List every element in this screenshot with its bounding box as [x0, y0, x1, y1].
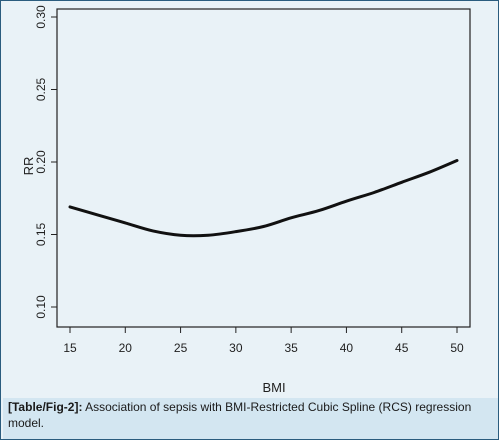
- figure-caption: [Table/Fig-2]: Association of sepsis wit…: [3, 398, 498, 439]
- y-tick-label: 0.15: [34, 222, 48, 246]
- x-tick-label: 25: [174, 341, 188, 355]
- x-tick-label: 40: [340, 341, 354, 355]
- x-tick-label: 15: [63, 341, 77, 355]
- y-tick-label: 0.30: [34, 5, 48, 29]
- x-tick-label: 20: [119, 341, 133, 355]
- x-tick-label: 50: [450, 341, 464, 355]
- x-axis-label: BMI: [262, 380, 285, 395]
- y-tick-label: 0.25: [34, 77, 48, 101]
- x-tick-label: 30: [229, 341, 243, 355]
- y-tick-label: 0.10: [34, 295, 48, 319]
- plot-area: 0.10 0.15 0.20 0.25 0.30 15 20 25 30 35 40 45 50 RR…: [3, 3, 496, 397]
- caption-tag: [Table/Fig-2]:: [8, 400, 83, 414]
- y-tick-label: 0.20: [34, 150, 48, 174]
- x-tick-label: 45: [395, 341, 409, 355]
- y-axis: 0.10 0.15 0.20 0.25 0.30: [34, 5, 57, 319]
- caption-text: Association of sepsis with BMI-Restricte…: [8, 400, 472, 430]
- y-axis-label: RR: [21, 157, 36, 176]
- plot-frame: [56, 8, 471, 328]
- x-tick-label: 35: [284, 341, 298, 355]
- rcs-chart: 0.10 0.15 0.20 0.25 0.30 15 20 25 30 35 40 45 50 RR…: [21, 5, 471, 395]
- series-line: [68, 159, 459, 238]
- x-axis: 15 20 25 30 35 40 45 50: [63, 327, 464, 355]
